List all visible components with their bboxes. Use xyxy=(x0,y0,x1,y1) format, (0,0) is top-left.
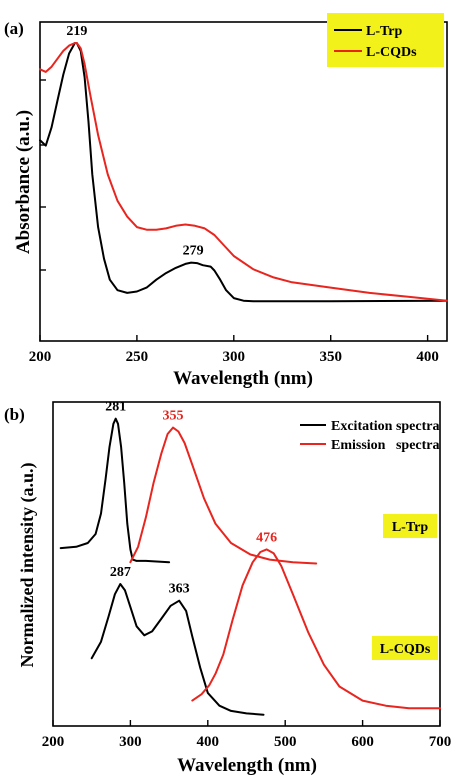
sample-label-l-trp-text: L-Trp xyxy=(392,520,429,535)
x-tick-label: 700 xyxy=(429,734,452,750)
x-tick-label: 200 xyxy=(29,349,52,365)
legend-label-l-cqds: L-CQDs xyxy=(366,45,417,60)
peak-label-476: 476 xyxy=(256,530,277,545)
panel-a-legend: L-Trp L-CQDs xyxy=(327,13,444,67)
panel-b-legend: Excitation spectra Emission spectra xyxy=(300,419,440,453)
panel-a-legend-box xyxy=(327,13,444,67)
x-tick-label: 300 xyxy=(223,349,246,365)
x-tick-label: 400 xyxy=(197,734,220,750)
panel-a-x-ticks: 200 250 300 350 400 xyxy=(29,79,439,365)
x-tick-label: 200 xyxy=(42,734,65,750)
sample-label-l-trp: L-Trp xyxy=(383,514,437,538)
x-tick-label: 500 xyxy=(274,734,297,750)
panel-a-x-axis-title: Wavelength (nm) xyxy=(173,368,313,389)
x-tick-label: 400 xyxy=(416,349,439,365)
series-line-l-trp-emission xyxy=(129,426,318,565)
peak-label-287: 287 xyxy=(110,565,131,580)
panel-a-series xyxy=(39,42,448,303)
x-tick-label: 600 xyxy=(351,734,374,750)
sample-label-l-cqds: L-CQDs xyxy=(372,636,438,660)
peak-label-279: 279 xyxy=(183,244,204,259)
x-tick-label: 250 xyxy=(126,349,149,365)
series-line-l-cqds-excitation xyxy=(90,583,265,716)
legend-label-emission: Emission spectra xyxy=(331,438,440,453)
panel-b-label: (b) xyxy=(4,405,25,424)
x-tick-label: 300 xyxy=(119,734,142,750)
peak-label-363: 363 xyxy=(169,582,190,597)
series-line-l-cqds-emission xyxy=(191,548,441,710)
sample-label-l-cqds-text: L-CQDs xyxy=(380,642,431,657)
series-line-l-trp xyxy=(39,42,448,303)
panel-a-annotations: 219 279 xyxy=(66,24,203,259)
x-tick-label: 350 xyxy=(319,349,342,365)
series-line-l-trp-excitation xyxy=(59,417,171,564)
panel-b-x-axis-title: Wavelength (nm) xyxy=(177,755,317,776)
legend-label-l-trp: L-Trp xyxy=(366,24,403,39)
series-line-l-cqds xyxy=(39,42,448,302)
panel-b-x-ticks: 200 300 400 500 600 700 xyxy=(42,720,452,750)
legend-label-excitation: Excitation spectra xyxy=(331,419,439,434)
panel-a-frame xyxy=(39,21,448,342)
peak-label-281: 281 xyxy=(105,400,126,415)
sample-label-l-cqds-box xyxy=(372,636,438,660)
panel-b-y-axis-title: Normalized intensity (a.u.) xyxy=(17,463,38,668)
peak-label-219: 219 xyxy=(66,24,87,39)
peak-label-355: 355 xyxy=(162,409,183,424)
panel-a-label: (a) xyxy=(4,19,24,38)
panel-b: (b) 200 300 400 500 600 700 281 355 287 363 476 E… xyxy=(4,400,451,776)
panel-b-series xyxy=(59,417,441,716)
sample-label-l-trp-box xyxy=(383,514,437,538)
panel-a-y-axis-title: Absorbance (a.u.) xyxy=(13,110,34,254)
panel-b-frame xyxy=(52,401,441,727)
panel-b-annotations: 281 355 287 363 476 xyxy=(105,400,277,597)
